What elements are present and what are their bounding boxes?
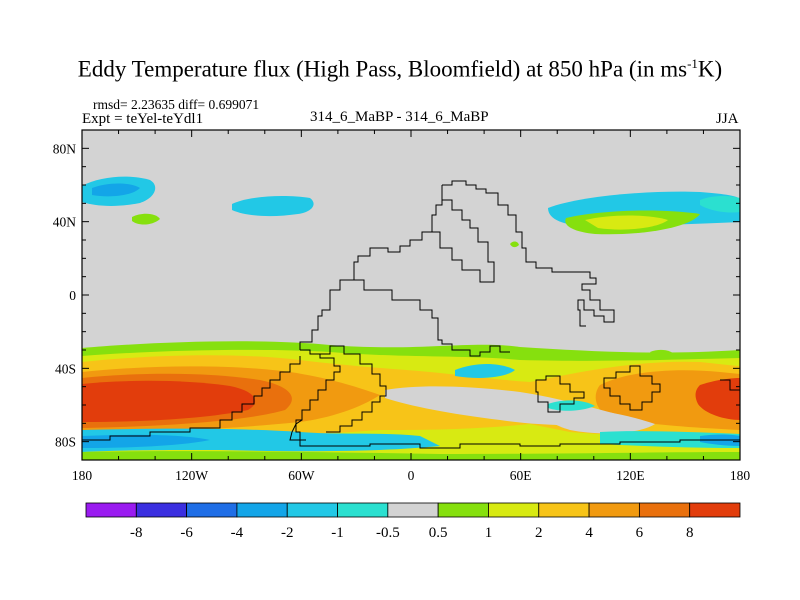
colorbar-swatch: [186, 502, 238, 518]
colorbar-label: -6: [180, 525, 193, 541]
x-tick-label: 60E: [510, 468, 532, 483]
colorbar-label: 0.5: [429, 525, 448, 541]
contour-neg-patch-atl: [455, 364, 515, 378]
colorbar-swatch: [588, 502, 640, 518]
season-label: JJA: [716, 111, 739, 127]
contour-npac-east-yellow: [585, 215, 668, 230]
coastline-outlines: [82, 180, 740, 449]
colorbar-label: 2: [535, 525, 543, 541]
y-tick-label: 80S: [55, 435, 76, 450]
colorbar: -8 -6 -4 -2 -1 -0.5 0.5 1 2 4 6 8: [85, 502, 741, 541]
continent-outline-5: [295, 349, 341, 441]
continent-outline-1: [442, 180, 615, 327]
y-tick-label: 40N: [53, 215, 77, 230]
colorbar-swatch: [538, 502, 590, 518]
colorbar-label: 4: [585, 525, 593, 541]
colorbar-swatch: [387, 502, 439, 518]
contour-small-green-n: [510, 241, 519, 248]
colorbar-swatch: [236, 502, 288, 518]
contour-band-8-core: [82, 380, 256, 422]
colorbar-label: -1: [331, 525, 344, 541]
continent-outline-4: [354, 279, 510, 357]
continent-outline-9: [720, 379, 740, 391]
contour-small-green: [508, 346, 524, 355]
colorbar-label: 6: [636, 525, 644, 541]
x-axis-labels: 180 120W 60W 0 60E 120E 180: [72, 468, 751, 483]
contour-natl: [232, 196, 314, 217]
axis-ticks: [81, 130, 741, 460]
continent-outline-2: [431, 185, 495, 283]
contour-npac-east-cyan-2: [700, 196, 740, 213]
colorbar-swatch: [638, 502, 691, 518]
colorbar-swatch: [286, 502, 338, 518]
colorbar-swatch: [488, 502, 540, 518]
x-tick-label: 120W: [175, 468, 208, 483]
continent-outline-7: [535, 375, 585, 413]
contour-field: [82, 176, 740, 460]
continent-outline-3: [299, 231, 432, 350]
contour-antarctic-neg-3: [600, 431, 740, 448]
chart-title: Eddy Temperature flux (High Pass, Bloomf…: [77, 56, 723, 82]
colorbar-swatch: [85, 502, 137, 518]
colorbar-label: -8: [130, 525, 143, 541]
x-tick-label: 180: [730, 468, 751, 483]
colorbar-label: 1: [485, 525, 493, 541]
contour-pocket-gray-2: [543, 408, 655, 434]
continent-outline-8: [603, 365, 661, 411]
colorbar-label: -2: [281, 525, 294, 541]
colorbar-label: 8: [686, 525, 694, 541]
experiment-label: Expt = teYel-teYdl1: [82, 111, 204, 127]
colorbar-label: -0.5: [376, 525, 400, 541]
contour-npac-west-inner: [92, 183, 140, 197]
colorbar-swatch: [337, 502, 389, 518]
y-axis-labels: 80N 40N 0 40S 80S: [53, 141, 77, 449]
x-tick-label: 120E: [616, 468, 645, 483]
y-tick-label: 0: [69, 288, 76, 303]
x-tick-label: 0: [408, 468, 415, 483]
contour-small-green-2: [650, 349, 676, 359]
continent-outline-6: [320, 345, 387, 433]
contour-npac-green: [132, 213, 160, 225]
run-comparison-label: 314_6_MaBP - 314_6_MaBP: [310, 109, 489, 125]
antarctica-outline: [82, 356, 740, 449]
colorbar-swatch: [689, 502, 741, 518]
y-tick-label: 40S: [55, 361, 76, 376]
contour-band-8-east: [695, 378, 740, 420]
rmsd-diff-stats: rmsd= 2.23635 diff= 0.699071: [93, 97, 260, 112]
x-tick-label: 60W: [288, 468, 315, 483]
contour-antarctic-neg-2: [82, 434, 210, 448]
colorbar-swatch: [437, 502, 489, 518]
colorbar-label: -4: [231, 525, 244, 541]
y-tick-label: 80N: [53, 141, 77, 156]
colorbar-swatch: [135, 502, 188, 518]
x-tick-label: 180: [72, 468, 93, 483]
